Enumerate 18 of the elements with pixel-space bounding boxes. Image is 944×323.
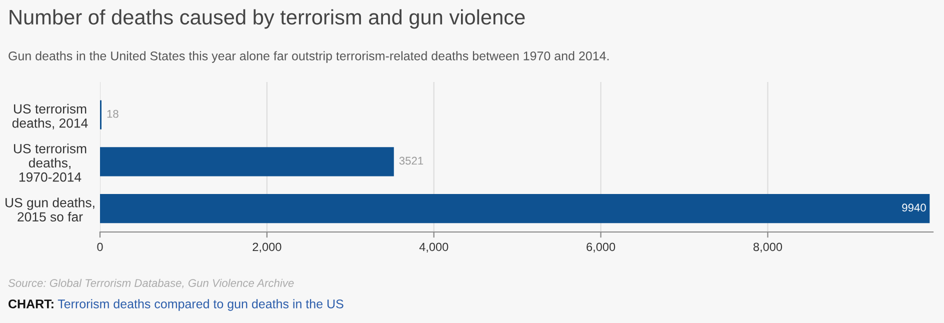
x-tick-label: 8,000 xyxy=(753,242,782,252)
data-label: 18 xyxy=(107,110,118,118)
text: Terrorism deaths compared to gun deaths in the US xyxy=(58,299,344,311)
x-tick-label: 2,000 xyxy=(252,242,282,252)
chart-subtitle: Gun deaths in the United States this year alone far outstrip terrorism-related deaths between 1970 and 2014. xyxy=(8,51,609,63)
x-tick-label: 4,000 xyxy=(419,242,448,252)
text: CHART: xyxy=(8,300,54,308)
x-tick-label: 0 xyxy=(97,242,103,252)
y-tick-label: US terrorism deaths, 2014 xyxy=(12,104,88,130)
y-tick-label: US gun deaths, 2015 so far xyxy=(6,198,94,222)
x-tick-label: 6,000 xyxy=(586,242,616,252)
chart-title: Number of deaths caused by terrorism and gun violence xyxy=(10,9,525,29)
y-tick-label: US terrorism deaths, 1970-2014 xyxy=(14,144,86,182)
bar xyxy=(100,147,394,176)
source-note: Source: Global Terrorism Database, Gun Violence Archive xyxy=(8,278,294,288)
bar xyxy=(100,194,930,224)
data-label: 9940 xyxy=(902,204,926,212)
data-label: 3521 xyxy=(399,156,424,165)
